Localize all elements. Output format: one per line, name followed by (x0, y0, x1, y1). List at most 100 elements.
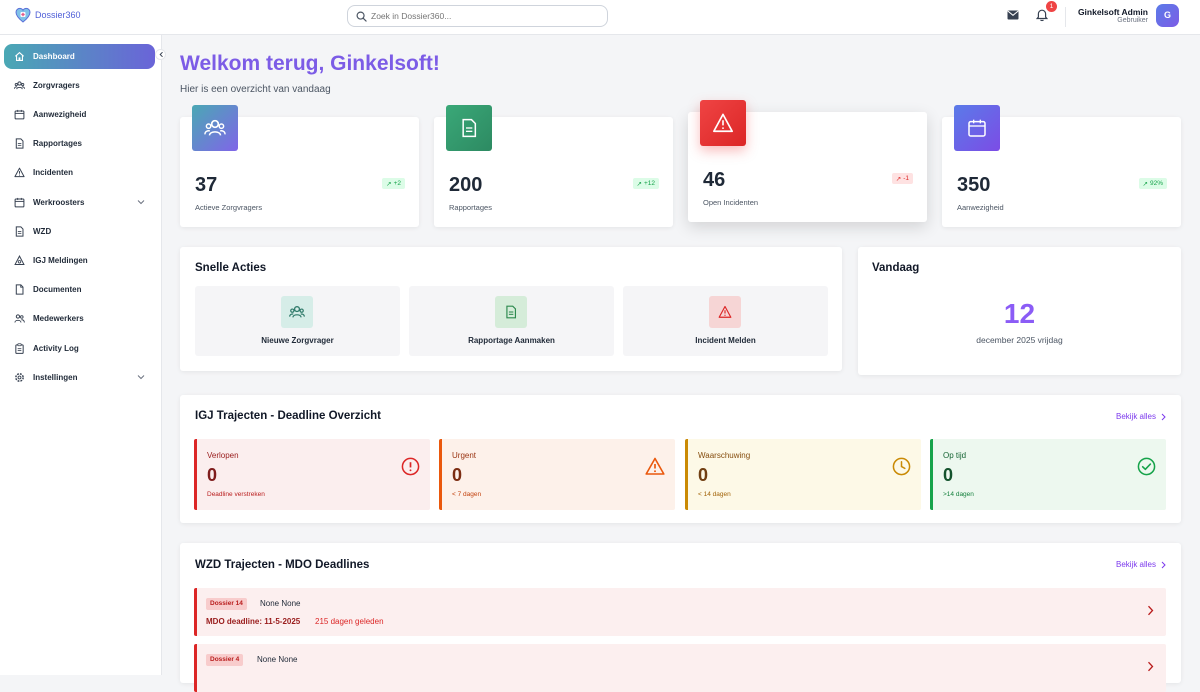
igj-card-verlopen[interactable]: Verlopen 0 Deadline verstreken (194, 439, 430, 510)
client-name: None None (260, 599, 301, 608)
igj-card-label: Waarschuwing (698, 451, 751, 460)
top-bar: Dossier360 1 Ginkelsoft Admin Gebruiker … (0, 0, 1200, 35)
stat-card-aanwezigheid[interactable]: 350 Aanwezigheid ↗ 92% (942, 105, 1181, 227)
sidebar-item-rapportages[interactable]: Rapportages (4, 131, 155, 156)
gear-icon (15, 373, 24, 382)
sidebar-item-dashboard[interactable]: Dashboard (4, 44, 155, 69)
sidebar-item-label: Zorgvragers (33, 81, 80, 90)
trend-up-icon: ↗ (636, 180, 642, 188)
user-role: Gebruiker (1117, 17, 1148, 24)
trend-badge: ↗ -1 (891, 173, 913, 184)
stat-card-zorgvragers[interactable]: 37 Actieve Zorgvragers ↗ +2 (180, 105, 419, 227)
link-label: Bekijk alles (1115, 560, 1156, 569)
today-day: 12 (1003, 298, 1036, 329)
stat-value: 46 (703, 169, 726, 191)
quick-actions-panel: Snelle Acties Nieuwe Zorgvrager Rapporta… (180, 247, 842, 371)
search-input[interactable] (371, 9, 601, 23)
trend-badge: ↗ +12 (632, 178, 659, 189)
sidebar-item-label: IGJ Meldingen (33, 256, 88, 265)
igj-card-label: Op tijd (943, 451, 967, 460)
sidebar-item-aanwezigheid[interactable]: Aanwezigheid (4, 102, 155, 127)
sidebar-item-incidenten[interactable]: Incidenten (4, 160, 155, 185)
bell-icon[interactable] (1036, 9, 1048, 22)
trend-badge: ↗ 92% (1138, 178, 1167, 189)
page-subtitle: Hier is een overzicht van vandaag (180, 84, 331, 95)
trend-down-icon: ↗ (895, 175, 902, 183)
home-icon (15, 51, 24, 61)
stat-label: Rapportages (449, 203, 492, 212)
wzd-view-all-link[interactable]: Bekijk alles (1116, 560, 1166, 569)
chevron-down-icon (137, 375, 145, 380)
igj-card-sub: < 7 dagen (452, 491, 482, 498)
report-incident-button[interactable]: Incident Melden (623, 286, 828, 356)
sidebar-item-werkroosters[interactable]: Werkroosters (4, 190, 155, 215)
sidebar-item-label: Aanwezigheid (33, 110, 87, 119)
sidebar-item-documenten[interactable]: Documenten (4, 277, 155, 302)
sidebar-item-zorgvragers[interactable]: Zorgvragers (4, 73, 155, 98)
search-bar[interactable] (347, 5, 608, 27)
clipboard-icon (15, 343, 24, 354)
sidebar-item-medewerkers[interactable]: Medewerkers (4, 306, 155, 331)
igj-view-all-link[interactable]: Bekijk alles (1116, 412, 1166, 421)
sidebar-item-igj-meldingen[interactable]: IGJ Meldingen (4, 248, 155, 273)
chevron-right-icon (1161, 413, 1166, 420)
igj-card-waarschuwing[interactable]: Waarschuwing 0 < 14 dagen (685, 439, 921, 510)
alert-bell-icon (14, 255, 25, 265)
logo-icon (15, 7, 31, 23)
users-icon (14, 81, 25, 90)
sidebar: Dashboard Zorgvragers Aanwezigheid Rappo… (0, 35, 166, 675)
trend-value: +12 (643, 180, 655, 187)
user-name[interactable]: Ginkelsoft Admin (1077, 7, 1148, 17)
avatar[interactable]: G (1156, 4, 1179, 27)
people-icon (14, 314, 25, 323)
igj-card-sub: Deadline verstreken (207, 491, 265, 498)
sidebar-item-activity-log[interactable]: Activity Log (4, 336, 155, 361)
sidebar-item-label: Instellingen (33, 373, 78, 382)
wzd-row[interactable]: Dossier 4 None None (194, 644, 1166, 692)
warning-icon (645, 457, 665, 475)
stat-value: 200 (449, 174, 483, 196)
mail-icon[interactable] (1007, 10, 1019, 20)
calendar-icon (14, 109, 25, 120)
sidebar-item-instellingen[interactable]: Instellingen (4, 365, 155, 390)
deadline-ago: 215 dagen geleden (315, 617, 384, 626)
document-icon (446, 105, 492, 151)
stat-card-rapportages[interactable]: 200 Rapportages ↗ +12 (434, 105, 673, 227)
sidebar-collapse-button[interactable] (155, 49, 166, 60)
document-icon (15, 226, 24, 237)
sidebar-item-label: Werkroosters (33, 198, 85, 207)
stat-card-incidenten[interactable]: 46 Open Incidenten ↗ -1 (688, 100, 927, 222)
create-report-button[interactable]: Rapportage Aanmaken (409, 286, 614, 356)
dossier-tag: Dossier 14 (206, 598, 247, 610)
stat-value: 37 (195, 174, 218, 196)
mdo-deadline: MDO deadline: 11-5-2025 (206, 617, 301, 626)
notification-badge: 1 (1046, 1, 1057, 12)
igj-card-label: Verlopen (207, 451, 239, 460)
wzd-panel: WZD Trajecten - MDO Deadlines Bekijk all… (180, 543, 1181, 692)
page-title: Welkom terug, Ginkelsoft! (180, 52, 440, 75)
stat-value: 350 (957, 174, 991, 196)
trend-value: +2 (393, 180, 401, 187)
igj-card-op-tijd[interactable]: Op tijd 0 >14 dagen (930, 439, 1166, 510)
link-label: Bekijk alles (1115, 412, 1156, 421)
warning-icon (14, 167, 25, 178)
wzd-row[interactable]: Dossier 14 None None MDO deadline: 11-5-… (194, 588, 1166, 636)
new-client-button[interactable]: Nieuwe Zorgvrager (195, 286, 400, 356)
chevron-right-icon (1148, 605, 1154, 616)
app-name: Dossier360 (35, 10, 81, 20)
quick-action-label: Nieuwe Zorgvrager (261, 336, 334, 345)
sidebar-item-label: Documenten (33, 285, 82, 294)
sidebar-item-wzd[interactable]: WZD (4, 219, 155, 244)
quick-actions-title: Snelle Acties (195, 262, 267, 274)
igj-card-value: 0 (207, 465, 218, 485)
chevron-down-icon (137, 200, 145, 205)
igj-card-urgent[interactable]: Urgent 0 < 7 dagen (439, 439, 675, 510)
alert-circle-icon (401, 457, 420, 476)
igj-card-sub: < 14 dagen (698, 491, 731, 498)
igj-card-value: 0 (698, 465, 709, 485)
igj-card-sub: >14 dagen (943, 491, 974, 498)
sidebar-item-label: Dashboard (33, 52, 75, 61)
app-logo[interactable]: Dossier360 (14, 6, 81, 24)
igj-title: IGJ Trajecten - Deadline Overzicht (195, 410, 381, 422)
sidebar-item-label: Activity Log (33, 344, 79, 353)
